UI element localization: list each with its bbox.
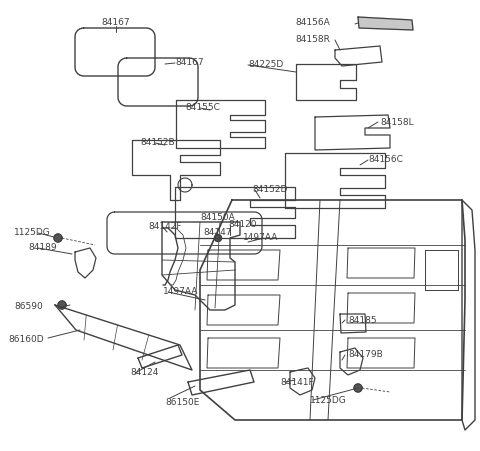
Text: 86160D: 86160D <box>8 335 44 344</box>
Text: 84141F: 84141F <box>280 378 313 387</box>
Text: 84185: 84185 <box>348 316 377 325</box>
Text: 84179B: 84179B <box>348 350 383 359</box>
Text: 86590: 86590 <box>14 302 43 311</box>
Text: 84167: 84167 <box>102 18 130 27</box>
Text: 84147: 84147 <box>203 228 231 237</box>
Text: 84150A: 84150A <box>200 213 235 222</box>
Text: 84155C: 84155C <box>185 103 220 112</box>
Text: 84158L: 84158L <box>380 118 414 127</box>
Text: 84120: 84120 <box>228 220 256 229</box>
Text: 84142F: 84142F <box>148 222 181 231</box>
Text: 1497AA: 1497AA <box>243 233 278 242</box>
Text: 84167: 84167 <box>175 58 204 67</box>
Polygon shape <box>354 384 362 392</box>
Text: 84156C: 84156C <box>368 155 403 164</box>
Text: 1125DG: 1125DG <box>14 228 51 237</box>
Polygon shape <box>54 234 62 242</box>
Text: 84152B: 84152B <box>140 138 175 147</box>
Text: 86150E: 86150E <box>165 398 199 407</box>
Text: 84156A: 84156A <box>295 18 330 27</box>
Text: 1497AA: 1497AA <box>163 287 198 296</box>
Text: 84124: 84124 <box>130 368 158 377</box>
Text: 84158R: 84158R <box>295 35 330 44</box>
Polygon shape <box>215 235 221 241</box>
Text: 1125DG: 1125DG <box>310 396 347 405</box>
Text: 84189: 84189 <box>28 243 57 252</box>
Polygon shape <box>358 17 413 30</box>
Text: 84152D: 84152D <box>252 185 288 194</box>
Text: 84225D: 84225D <box>248 60 283 69</box>
Polygon shape <box>58 301 66 309</box>
